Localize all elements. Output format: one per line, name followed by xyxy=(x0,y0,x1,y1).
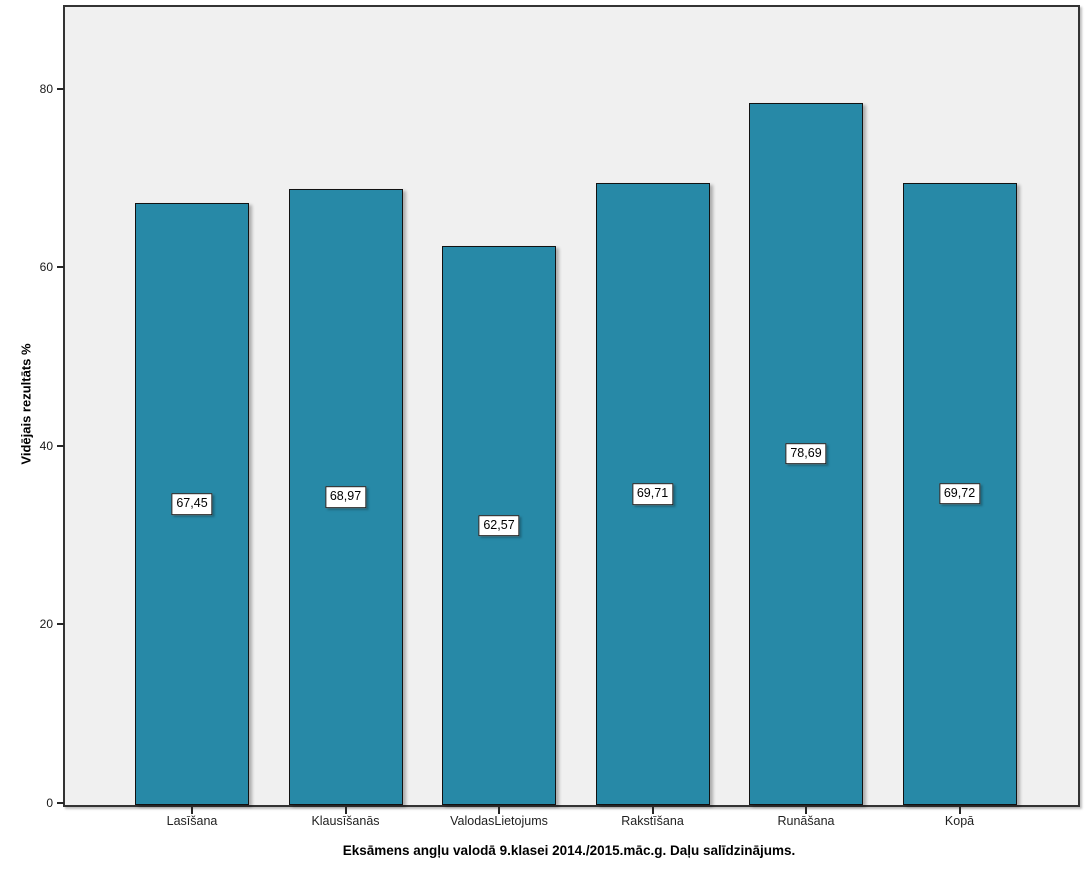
y-axis-tick-mark xyxy=(57,623,64,626)
x-axis-tick-mark xyxy=(498,807,500,814)
y-axis-title: Vidējais rezultāts % xyxy=(18,343,34,465)
x-axis-category-label: Lasīšana xyxy=(166,814,218,828)
x-axis-tick-mark xyxy=(344,807,347,814)
x-axis-category-label: Rakstīšana xyxy=(621,814,684,828)
bar-value-label: 68,97 xyxy=(324,486,367,508)
y-axis-tick-label: 80 xyxy=(39,81,53,96)
chart-title: Eksāmens angļu valodā 9.klasei 2014./201… xyxy=(342,843,796,858)
x-axis-tick-mark xyxy=(958,807,961,814)
y-axis-tick-mark xyxy=(57,802,64,804)
y-axis-tick-mark xyxy=(57,444,64,447)
bar-value-label: 62,57 xyxy=(478,514,520,537)
x-axis-category-label: Klausīšanās xyxy=(311,814,380,828)
bar-value-label: 69,71 xyxy=(631,483,674,505)
y-axis-tick-label: 20 xyxy=(39,617,53,632)
x-axis-tick-mark xyxy=(651,807,654,814)
y-axis-tick-mark xyxy=(57,87,64,90)
y-axis-tick-label: 0 xyxy=(46,796,53,810)
x-axis-tick-mark xyxy=(191,807,193,814)
bar-value-label: 69,72 xyxy=(938,483,981,505)
x-axis-category-label: ValodasLietojums xyxy=(450,814,548,828)
bar-value-label: 67,45 xyxy=(171,493,213,515)
bar-value-label: 78,69 xyxy=(785,442,827,465)
y-axis-tick-label: 60 xyxy=(39,260,53,275)
x-axis-category-label: Runāšana xyxy=(777,814,835,828)
x-axis-tick-mark xyxy=(805,807,807,814)
y-axis-tick-label: 40 xyxy=(39,438,53,453)
y-axis-tick-mark xyxy=(57,266,64,269)
plot-area: 67,45 68,97 62,57 69,71 78,69 69,72 xyxy=(63,5,1080,807)
x-axis-category-label: Kopā xyxy=(944,814,975,828)
